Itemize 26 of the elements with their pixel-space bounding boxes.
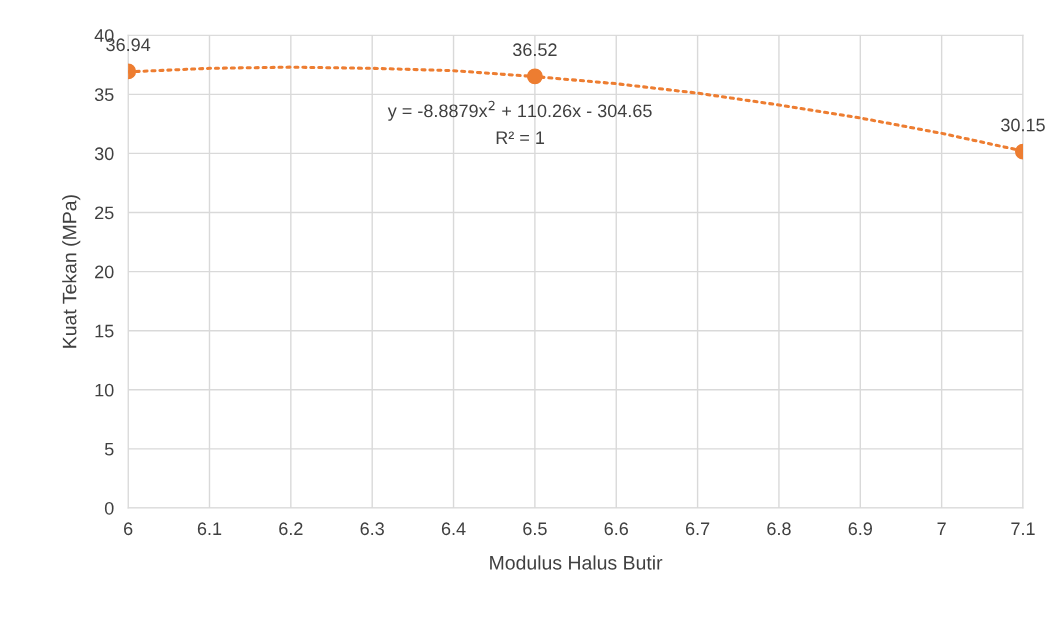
x-tick-label: 6.6	[604, 522, 628, 536]
x-tick-label: 6.5	[523, 522, 547, 536]
annotation: R² = 1	[496, 131, 545, 144]
y-tick-label: 20	[95, 265, 114, 279]
x-tick-label: 7.1	[1011, 522, 1035, 535]
x-tick-label: 6.9	[848, 522, 872, 536]
y-tick-label: 15	[95, 324, 114, 338]
data-label: 30.15	[1001, 118, 1045, 132]
y-tick-label: 10	[95, 383, 114, 397]
y-tick-label: 0	[104, 501, 114, 515]
x-tick-label: 6.7	[685, 522, 710, 536]
data-label: 36.52	[512, 43, 557, 57]
y-axis-title: Kuat Tekan (MPa)	[62, 195, 81, 348]
x-tick-label: 6.8	[767, 522, 791, 536]
x-tick-label: 7	[937, 522, 946, 535]
x-tick-label: 6.4	[441, 522, 466, 536]
y-tick-label: 25	[95, 206, 114, 220]
x-tick-label: 6.2	[279, 522, 303, 536]
y-tick-label: 35	[94, 88, 114, 102]
y-tick-label: 5	[104, 443, 114, 456]
x-tick-label: 6.3	[360, 522, 384, 536]
x-tick-label: 6	[124, 522, 133, 536]
x-axis-title: Modulus Halus Butir	[490, 555, 663, 570]
annotation: y = -8.8879x$^{2}$ + 110.26x - 304.65	[387, 100, 652, 121]
x-tick-label: 6.1	[197, 522, 222, 536]
y-tick-label: 30	[94, 147, 114, 161]
